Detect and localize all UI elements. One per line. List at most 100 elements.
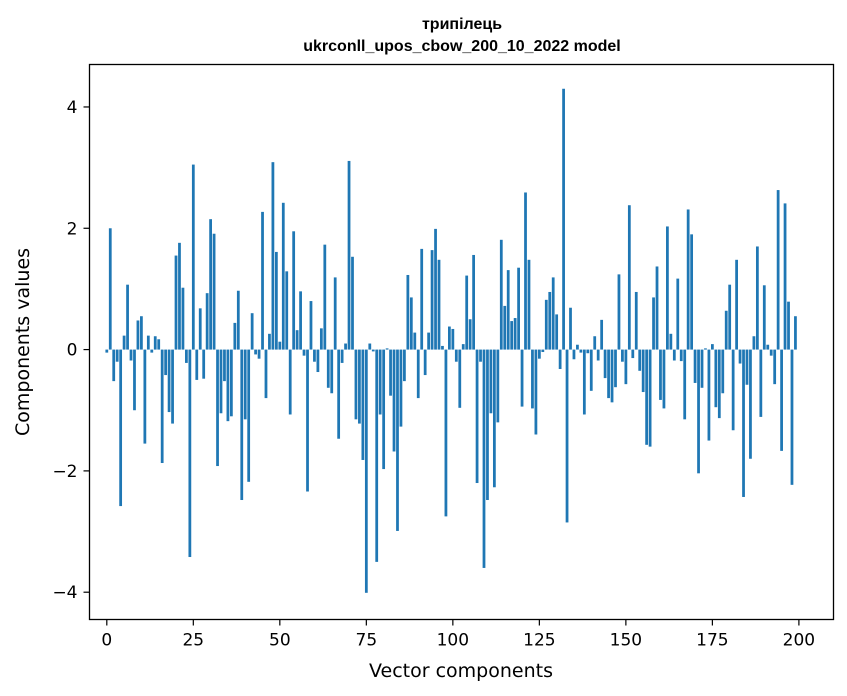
bar-3	[115, 349, 119, 362]
bar-126	[541, 349, 545, 353]
plot-frame	[88, 63, 835, 621]
bar-45	[261, 211, 264, 350]
bar-180	[728, 284, 732, 350]
bar-128	[548, 291, 552, 350]
bar-191	[766, 344, 770, 350]
bar-14	[153, 336, 157, 350]
bar-104	[465, 275, 469, 350]
bar-80	[382, 349, 386, 470]
bar-165	[676, 278, 680, 350]
y-axis-label: Components values	[12, 248, 34, 436]
bar-177	[717, 349, 721, 419]
bar-132	[562, 88, 565, 350]
bar-175	[711, 344, 714, 350]
bar-26	[195, 349, 199, 380]
x-tick-label: 175	[696, 631, 728, 651]
bar-32	[216, 349, 219, 467]
bar-51	[281, 202, 285, 350]
bar-159	[655, 266, 659, 350]
bar-179	[724, 310, 728, 350]
bar-125	[537, 349, 541, 359]
bar-135	[572, 349, 576, 360]
bar-162	[666, 226, 669, 350]
bar-39	[240, 349, 244, 501]
bar-4	[119, 349, 123, 507]
bar-79	[378, 349, 382, 415]
bar-120	[520, 349, 524, 407]
bar-147	[614, 349, 617, 388]
bar-29	[205, 293, 209, 350]
bar-150	[624, 349, 628, 385]
bar-112	[492, 349, 496, 488]
bar-5	[122, 335, 126, 350]
bar-143	[600, 319, 604, 350]
bar-123	[531, 349, 534, 409]
bar-9	[136, 320, 140, 350]
bar-35	[226, 349, 230, 422]
bar-192	[769, 349, 773, 356]
bar-31	[212, 233, 216, 350]
bar-55	[295, 330, 299, 350]
bar-173	[704, 348, 707, 350]
bar-155	[641, 349, 645, 393]
bar-42	[250, 313, 254, 350]
bar-193	[773, 349, 777, 385]
bar-20	[174, 255, 178, 350]
bar-153	[634, 291, 638, 350]
bar-199	[794, 316, 797, 350]
bar-57	[302, 349, 306, 356]
bar-15	[157, 339, 161, 350]
bar-190	[762, 285, 766, 350]
bar-189	[759, 349, 763, 417]
bar-97	[441, 345, 444, 350]
bar-36	[229, 349, 233, 417]
bar-66	[333, 277, 337, 350]
x-tick-label: 150	[610, 631, 642, 651]
bar-127	[544, 299, 548, 350]
bar-90	[416, 349, 420, 399]
bar-122	[527, 259, 531, 350]
bar-168	[686, 209, 690, 350]
bar-73	[358, 349, 361, 424]
bar-75	[364, 349, 368, 593]
bar-18	[167, 349, 171, 413]
bar-91	[420, 248, 424, 350]
bar-86	[403, 349, 406, 382]
y-tick-label: 0	[67, 341, 78, 361]
bar-124	[534, 349, 538, 435]
bar-178	[721, 349, 725, 394]
bar-158	[652, 297, 655, 350]
bar-113	[496, 349, 500, 423]
bar-59	[309, 301, 313, 350]
bar-149	[621, 349, 624, 362]
bar-161	[662, 349, 666, 409]
bar-21	[178, 242, 181, 350]
bar-137	[579, 349, 583, 353]
bar-44	[257, 349, 261, 359]
bar-88	[409, 297, 413, 350]
bar-197	[787, 301, 790, 350]
bar-27	[198, 308, 202, 350]
bar-38	[236, 290, 240, 350]
y-axis-ticks: −4 −2 0 2 4	[52, 98, 90, 603]
chart-subtitle: ukrconll_upos_cbow_200_10_2022 model	[303, 38, 620, 55]
bar-34	[223, 349, 226, 382]
bar-95	[434, 228, 437, 350]
bar-0	[105, 349, 109, 353]
bar-169	[690, 234, 694, 350]
bar-85	[399, 349, 403, 427]
y-tick-label: 2	[67, 219, 78, 239]
bar-194	[776, 190, 780, 350]
bar-10	[140, 316, 143, 350]
bar-13	[150, 349, 154, 353]
bar-99	[448, 326, 451, 350]
bar-164	[672, 349, 676, 361]
x-tick-label: 25	[182, 631, 204, 651]
x-tick-label: 75	[356, 631, 378, 651]
bar-196	[783, 203, 787, 350]
bar-37	[233, 322, 237, 350]
bar-166	[679, 349, 683, 362]
bar-7	[129, 349, 133, 361]
bar-172	[700, 349, 704, 388]
bar-106	[472, 254, 475, 350]
